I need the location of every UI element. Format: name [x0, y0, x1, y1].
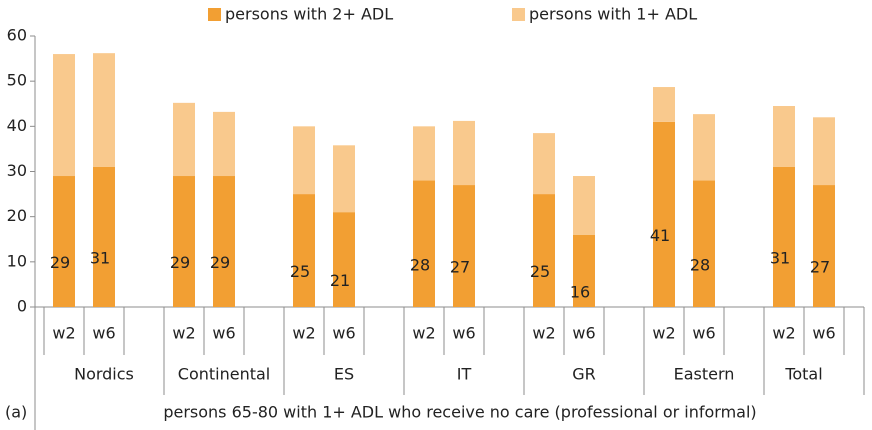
bar-segment — [773, 166, 795, 307]
x-tick-label: w2 — [532, 324, 555, 343]
bar-segment — [573, 176, 595, 235]
bar-segment — [53, 176, 75, 307]
bar-segment — [533, 133, 555, 195]
bar-segment — [93, 166, 115, 307]
annotation: (a) — [5, 403, 27, 422]
legend-swatch — [512, 8, 525, 21]
data-label: 27 — [450, 258, 470, 277]
group-label: GR — [572, 365, 596, 384]
data-label: 27 — [810, 258, 830, 277]
y-tick-label: 40 — [7, 116, 27, 135]
data-label: 29 — [170, 253, 190, 272]
bar-segment — [333, 145, 355, 213]
bar-segment — [573, 234, 595, 307]
data-label: 31 — [90, 248, 110, 267]
bar-segment — [213, 111, 235, 177]
bar-segment — [293, 126, 315, 195]
group-label: ES — [334, 365, 354, 384]
bar-segment — [413, 180, 435, 307]
bar-segment — [693, 180, 715, 307]
bar-segment — [333, 212, 355, 307]
data-label: 16 — [570, 282, 590, 301]
x-tick-label: w6 — [452, 324, 475, 343]
data-label: 28 — [690, 255, 710, 274]
x-tick-label: w6 — [572, 324, 595, 343]
bar-segment — [53, 54, 75, 177]
data-label: 28 — [410, 255, 430, 274]
y-tick-label: 50 — [7, 71, 27, 90]
x-tick-label: w2 — [412, 324, 435, 343]
group-label: IT — [457, 365, 472, 384]
data-label: 31 — [770, 248, 790, 267]
group-label: Nordics — [74, 365, 134, 384]
x-tick-label: w6 — [92, 324, 115, 343]
bar-segment — [693, 114, 715, 181]
x-tick-label: w2 — [652, 324, 675, 343]
bar-segment — [773, 106, 795, 167]
x-tick-label: w6 — [212, 324, 235, 343]
chart-title: persons 65-80 with 1+ ADL who receive no… — [163, 403, 756, 422]
x-tick-label: w6 — [692, 324, 715, 343]
bar-segment — [813, 117, 835, 186]
bar-segment — [93, 53, 115, 167]
group-label: Continental — [178, 365, 270, 384]
x-tick-label: w2 — [52, 324, 75, 343]
legend-label: persons with 1+ ADL — [529, 5, 697, 24]
data-label: 25 — [290, 262, 310, 281]
y-tick-label: 20 — [7, 206, 27, 225]
x-tick-label: w6 — [812, 324, 835, 343]
data-label: 29 — [210, 253, 230, 272]
data-label: 21 — [330, 271, 350, 290]
y-tick-label: 10 — [7, 251, 27, 270]
data-label: 29 — [50, 253, 70, 272]
bar-segment — [413, 126, 435, 181]
x-tick-label: w6 — [332, 324, 355, 343]
legend-swatch — [208, 8, 221, 21]
y-tick-label: 0 — [17, 297, 27, 316]
data-label: 41 — [650, 226, 670, 245]
bar-segment — [173, 102, 195, 177]
bar-segment — [453, 185, 475, 307]
bar-segment — [213, 176, 235, 307]
group-label: Total — [784, 365, 822, 384]
bar-segment — [533, 194, 555, 307]
group-label: Eastern — [674, 365, 735, 384]
bar-segment — [653, 121, 675, 307]
y-tick-label: 60 — [7, 26, 27, 45]
bar-segment — [653, 87, 675, 122]
x-tick-label: w2 — [292, 324, 315, 343]
x-tick-label: w2 — [772, 324, 795, 343]
data-label: 25 — [530, 262, 550, 281]
bar-segment — [453, 120, 475, 186]
x-tick-label: w2 — [172, 324, 195, 343]
bar-segment — [813, 185, 835, 307]
legend-label: persons with 2+ ADL — [225, 5, 393, 24]
y-tick-label: 30 — [7, 161, 27, 180]
bar-segment — [293, 194, 315, 307]
bar-segment — [173, 176, 195, 307]
